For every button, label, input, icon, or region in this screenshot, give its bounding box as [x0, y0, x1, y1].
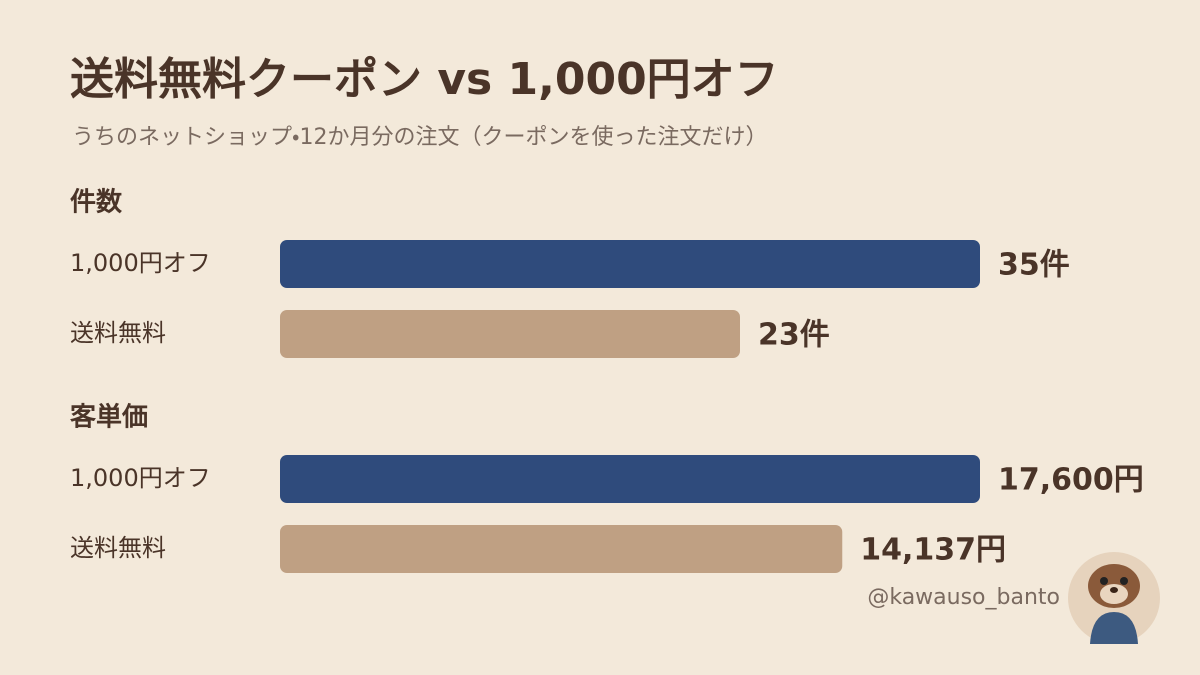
value-label: 23件: [758, 318, 830, 353]
section-title: 客単価: [70, 403, 148, 433]
bar: [280, 525, 843, 573]
handle: @kawauso_banto: [867, 585, 1060, 610]
page-subtitle: うちのネットショップ・12か月分の注文（クーポンを使った注文だけ）: [72, 125, 767, 150]
page-title: 送料無料クーポン vs 1,000円オフ: [70, 54, 779, 105]
section-title: 件数: [70, 188, 123, 218]
category-label: 1,000円オフ: [70, 249, 211, 277]
bar: [280, 455, 980, 503]
value-label: 14,137円: [860, 533, 1006, 568]
category-label: 送料無料: [70, 534, 166, 562]
category-label: 1,000円オフ: [70, 464, 211, 492]
bar: [280, 310, 740, 358]
bar: [280, 240, 980, 288]
value-label: 35件: [998, 248, 1070, 283]
value-label: 17,600円: [998, 463, 1144, 498]
category-label: 送料無料: [70, 319, 166, 347]
avatar: [1068, 552, 1160, 644]
